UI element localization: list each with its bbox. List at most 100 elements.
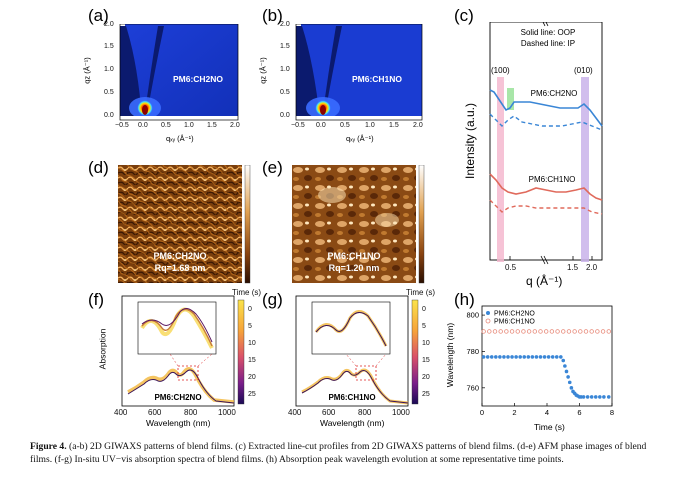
giwaxs-a-title: PM6:CH2NO <box>173 74 223 84</box>
chart-point-ch2no <box>585 395 590 399</box>
afm-d-name: PM6:CH2NO <box>153 251 206 261</box>
chart-point-ch2no <box>567 380 572 385</box>
chart-point-ch1no <box>538 329 543 334</box>
chart-h-xlabel: Time (s) <box>534 422 565 432</box>
chart-point-ch2no <box>502 355 506 359</box>
chart-point-ch1no <box>492 329 498 334</box>
chart-point-ch1no <box>606 329 611 334</box>
wavelength-chart-svg: PM6:CH2NO PM6:CH1NO 0 2 4 6 8 760 780 800 <box>466 305 614 417</box>
chart-point-ch2no <box>510 355 514 359</box>
chart-point-ch1no <box>595 329 600 334</box>
uvvis-g-name: PM6:CH1NO <box>328 393 375 402</box>
uvvis-g-xtick-1: 600 <box>322 408 336 417</box>
afm-panel-d: PM6:CH2NO Rq=1.68 nm <box>118 164 258 285</box>
chart-point-ch2no <box>542 355 547 359</box>
uvvis-f-cbar-tick-1: 5 <box>248 323 252 330</box>
chart-point-ch2no <box>481 355 486 359</box>
linecut-legend-solid: Solid line: OOP <box>521 28 576 37</box>
chart-h-ytick-label: 800 <box>466 311 479 320</box>
uvvis-g-cbar-title: Time (s) <box>406 288 436 297</box>
chart-point-ch2no <box>522 355 527 359</box>
uvvis-f-xtick-3: 1000 <box>218 408 236 417</box>
giwaxs-a-ylabel: qᴢ (Å⁻¹) <box>82 57 92 84</box>
afm-e-image: PM6:CH1NO Rq=1.20 nm <box>292 164 425 284</box>
linecut-xlabel: q (Å⁻¹) <box>526 274 563 288</box>
giwaxs-b-ytick-4: 0.0 <box>280 112 290 119</box>
caption-fig-label: Figure 4. <box>30 441 67 452</box>
linecut-xtick-2: 2.0 <box>586 263 598 272</box>
chart-point-ch1no <box>555 329 560 334</box>
chart-point-ch1no <box>487 329 492 334</box>
chart-h-xtick-label: 4 <box>545 408 549 417</box>
chart-point-ch2no <box>494 355 498 359</box>
panel-label-b: (b) <box>262 6 283 25</box>
uvvis-f-name: PM6:CH2NO <box>154 393 201 402</box>
giwaxs-b-ytick-3: 0.5 <box>280 89 290 96</box>
uvvis-g-cbar-tick-4: 20 <box>422 374 430 381</box>
afm-d-rq: Rq=1.68 nm <box>155 263 206 273</box>
giwaxs-a-xtick-5: 2.0 <box>230 122 240 129</box>
giwaxs-a-xtick-0: −0.5 <box>115 122 129 129</box>
chart-point-ch2no <box>593 395 598 399</box>
panel-label-c: (c) <box>454 6 474 25</box>
uvvis-g-plot: PM6:CH1NO <box>295 295 419 407</box>
linecut-panel-c: Solid line: OOP Dashed line: IP (100) (0… <box>463 22 620 292</box>
panel-label-e: (e) <box>262 158 283 177</box>
chart-point-ch2no <box>602 395 606 399</box>
chart-h-xtick-label: 2 <box>512 408 516 417</box>
chart-h-ytick-label: 760 <box>466 383 479 392</box>
chart-point-ch2no <box>569 386 574 390</box>
chart-point-ch1no <box>566 329 572 334</box>
chart-point-ch1no <box>504 329 509 334</box>
chart-point-ch1no <box>561 329 566 334</box>
linecut-peak-010: (010) <box>574 66 593 75</box>
chart-point-ch1no <box>549 329 555 334</box>
chart-point-ch2no <box>550 355 555 359</box>
uvvis-g-cbar-tick-2: 10 <box>422 340 430 347</box>
uvvis-f-cbar-tick-5: 25 <box>248 391 256 398</box>
linecut-peak-100: (100) <box>491 66 510 75</box>
linecut-label-ch2no: PM6:CH2NO <box>531 89 578 98</box>
giwaxs-a-ytick-1: 1.5 <box>104 43 114 50</box>
giwaxs-panel-a: PM6:CH2NO 2.0 1.5 1.0 0.5 0.0 −0.5 0.0 0… <box>83 21 248 154</box>
giwaxs-a-xtick-4: 1.5 <box>207 122 217 129</box>
legend-label-ch2no: PM6:CH2NO <box>494 311 535 318</box>
afm-e-rq: Rq=1.20 nm <box>329 263 380 273</box>
afm-panel-e: PM6:CH1NO Rq=1.20 nm <box>292 164 432 285</box>
chart-point-ch1no <box>515 329 520 334</box>
chart-point-ch2no <box>564 369 569 374</box>
uvvis-g-xlabel: Wavelength (nm) <box>320 418 385 428</box>
chart-point-ch2no <box>606 395 611 399</box>
chart-point-ch2no <box>598 395 602 399</box>
chart-point-ch2no <box>538 355 543 359</box>
uvvis-f-plot: PM6:CH2NO <box>121 295 245 407</box>
chart-point-ch1no <box>572 329 577 334</box>
caption-text: (a-b) 2D GIWAXS patterns of blend films.… <box>30 441 647 465</box>
giwaxs-b-ylabel: qᴢ (Å⁻¹) <box>258 57 268 84</box>
chart-point-ch2no <box>526 355 531 359</box>
chart-h-ylabel: Wavelength (nm) <box>445 322 456 388</box>
chart-point-ch1no <box>509 329 515 334</box>
uvvis-g-cbar-tick-0: 0 <box>422 306 426 313</box>
linecut-xtick-0: 0.5 <box>505 263 517 272</box>
linecut-legend-dashed: Dashed line: IP <box>521 39 575 48</box>
uvvis-f-xtick-1: 600 <box>148 408 162 417</box>
chart-point-ch1no <box>543 329 549 334</box>
uvvis-g-cbar-tick-5: 25 <box>422 391 430 398</box>
panel-label-f: (f) <box>88 290 105 309</box>
panel-label-a: (a) <box>88 6 109 25</box>
uvvis-f-ylabel: Absorption <box>97 328 108 370</box>
chart-h-ytick-label: 780 <box>466 347 479 356</box>
chart-point-ch2no <box>561 358 566 363</box>
uvvis-panel-f: PM6:CH2NO Time (s) 0 5 10 15 20 25 400 6… <box>97 288 270 432</box>
chart-point-ch2no <box>546 355 551 359</box>
giwaxs-a-ytick-2: 1.0 <box>104 66 114 73</box>
legend-marker-ch2no <box>486 311 490 315</box>
giwaxs-b-xtick-1: 0.0 <box>316 122 326 129</box>
chart-point-ch1no <box>481 329 486 334</box>
afm-e-name: PM6:CH1NO <box>327 251 380 261</box>
uvvis-g-xtick-2: 800 <box>358 408 372 417</box>
giwaxs-a-ytick-4: 0.0 <box>104 112 114 119</box>
giwaxs-b-ytick-1: 1.5 <box>280 43 290 50</box>
giwaxs-a-xtick-3: 1.0 <box>184 122 194 129</box>
